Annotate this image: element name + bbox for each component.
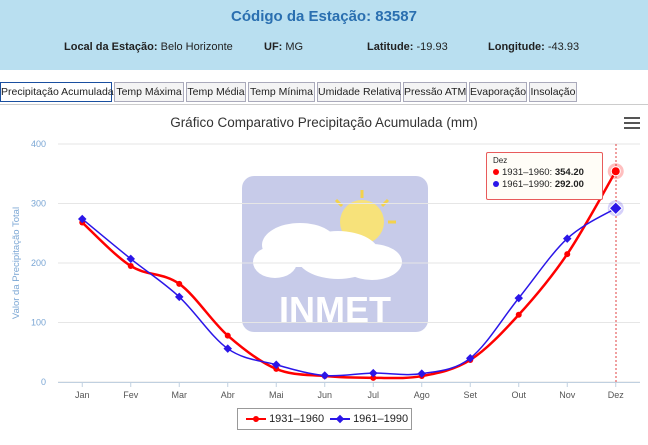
hamburger-menu-icon[interactable] [624,117,640,131]
data-point[interactable] [466,353,475,363]
station-header: Código da Estação: 83587 Local da Estaçã… [0,0,648,70]
inmet-logo: INMET [242,176,428,332]
location-label: Local da Estação: [64,41,158,53]
data-point[interactable] [417,369,426,378]
x-tick-label: Jun [317,390,332,400]
data-point[interactable] [320,371,329,380]
location-value: Belo Horizonte [160,41,233,53]
station-longitude: Longitude: -43.93 [488,41,579,53]
tab-precipitacao-acumulada[interactable]: Precipitação Acumulada [0,82,114,102]
y-tick-label: 300 [31,199,46,209]
data-point[interactable] [515,311,522,318]
tooltip-value: 354.20 [554,167,584,178]
station-uf: UF: MG [264,41,303,53]
legend-label: 1961–1990 [353,413,409,425]
chart-container [0,104,648,445]
station-latitude: Latitude: -19.93 [367,41,448,53]
data-point[interactable] [78,214,87,224]
x-tick-label: Jan [75,390,90,400]
latitude-value: -19.93 [416,41,448,53]
station-code-title: Código da Estação: 83587 [231,8,417,25]
data-point[interactable] [610,166,621,177]
x-tick-label: Ago [414,390,430,400]
longitude-value: -43.93 [547,41,580,53]
data-point[interactable] [224,332,231,339]
tooltip-label: 1931–1960: [502,167,553,178]
y-tick-label: 400 [31,139,46,149]
data-point[interactable] [564,251,571,258]
legend-item-1961-1990[interactable]: 1961–1990 [330,413,408,425]
x-tick-label: Out [511,390,526,400]
series2-dot-icon [493,181,499,188]
tooltip-row-1931: 1931–1960: 354.20 [493,167,596,179]
data-point[interactable] [126,254,135,264]
inmet-logo-text: INMET [279,289,391,330]
data-point[interactable] [514,293,523,303]
data-point[interactable] [175,292,184,302]
data-point[interactable] [608,201,623,216]
tab-pressao-atm[interactable]: Pressão ATM [403,82,467,102]
station-location: Local da Estação: Belo Horizonte [64,41,233,53]
tooltip: Dez 1931–1960: 354.20 1961–1990: 292.00 [486,152,603,200]
data-point[interactable] [272,360,281,369]
chart-legend: 1931–1960 1961–1990 [237,408,412,430]
y-tick-label: 0 [41,377,46,387]
chart-title: Gráfico Comparativo Precipitação Acumula… [170,115,478,130]
x-tick-label: Fev [123,390,139,400]
y-tick-label: 100 [31,318,46,328]
uf-label: UF: [264,41,283,53]
legend-label: 1931–1960 [269,413,325,425]
series1-dot-icon [493,169,499,176]
y-tick-label: 200 [31,258,46,268]
legend-item-1931-1960[interactable]: 1931–1960 [246,413,324,425]
legend-line-icon-blue [330,414,350,424]
x-tick-label: Set [463,390,477,400]
x-tick-label: Jul [367,390,379,400]
tooltip-month: Dez [493,156,508,165]
x-tick-label: Nov [559,390,576,400]
x-tick-label: Dez [608,390,625,400]
y-axis-label: Valor da Precipitação Total [11,207,22,319]
x-tick-label: Mai [269,390,284,400]
latitude-label: Latitude: [367,41,414,53]
tab-temp-maxima[interactable]: Temp Máxima [114,82,184,102]
tab-temp-media[interactable]: Temp Média [186,82,246,102]
data-point[interactable] [370,374,377,381]
tab-evaporacao[interactable]: Evaporação [469,82,527,102]
longitude-label: Longitude: [488,41,545,53]
x-tick-label: Mar [172,390,188,400]
tab-temp-minima[interactable]: Temp Mínima [248,82,315,102]
data-point[interactable] [176,280,183,287]
tab-insolacao[interactable]: Insolação [529,82,577,102]
tooltip-value: 292.00 [554,179,584,190]
tooltip-label: 1961–1990: [502,179,553,190]
uf-value: MG [285,41,304,53]
tooltip-row-1961: 1961–1990: 292.00 [493,179,596,191]
data-point[interactable] [369,368,378,378]
series-line-1931-1960 [81,170,617,380]
data-point[interactable] [127,262,134,269]
data-point[interactable] [223,344,232,353]
x-tick-label: Abr [221,390,235,400]
legend-line-icon-red [246,416,266,423]
tab-umidade-relativa[interactable]: Umidade Relativa [317,82,401,102]
